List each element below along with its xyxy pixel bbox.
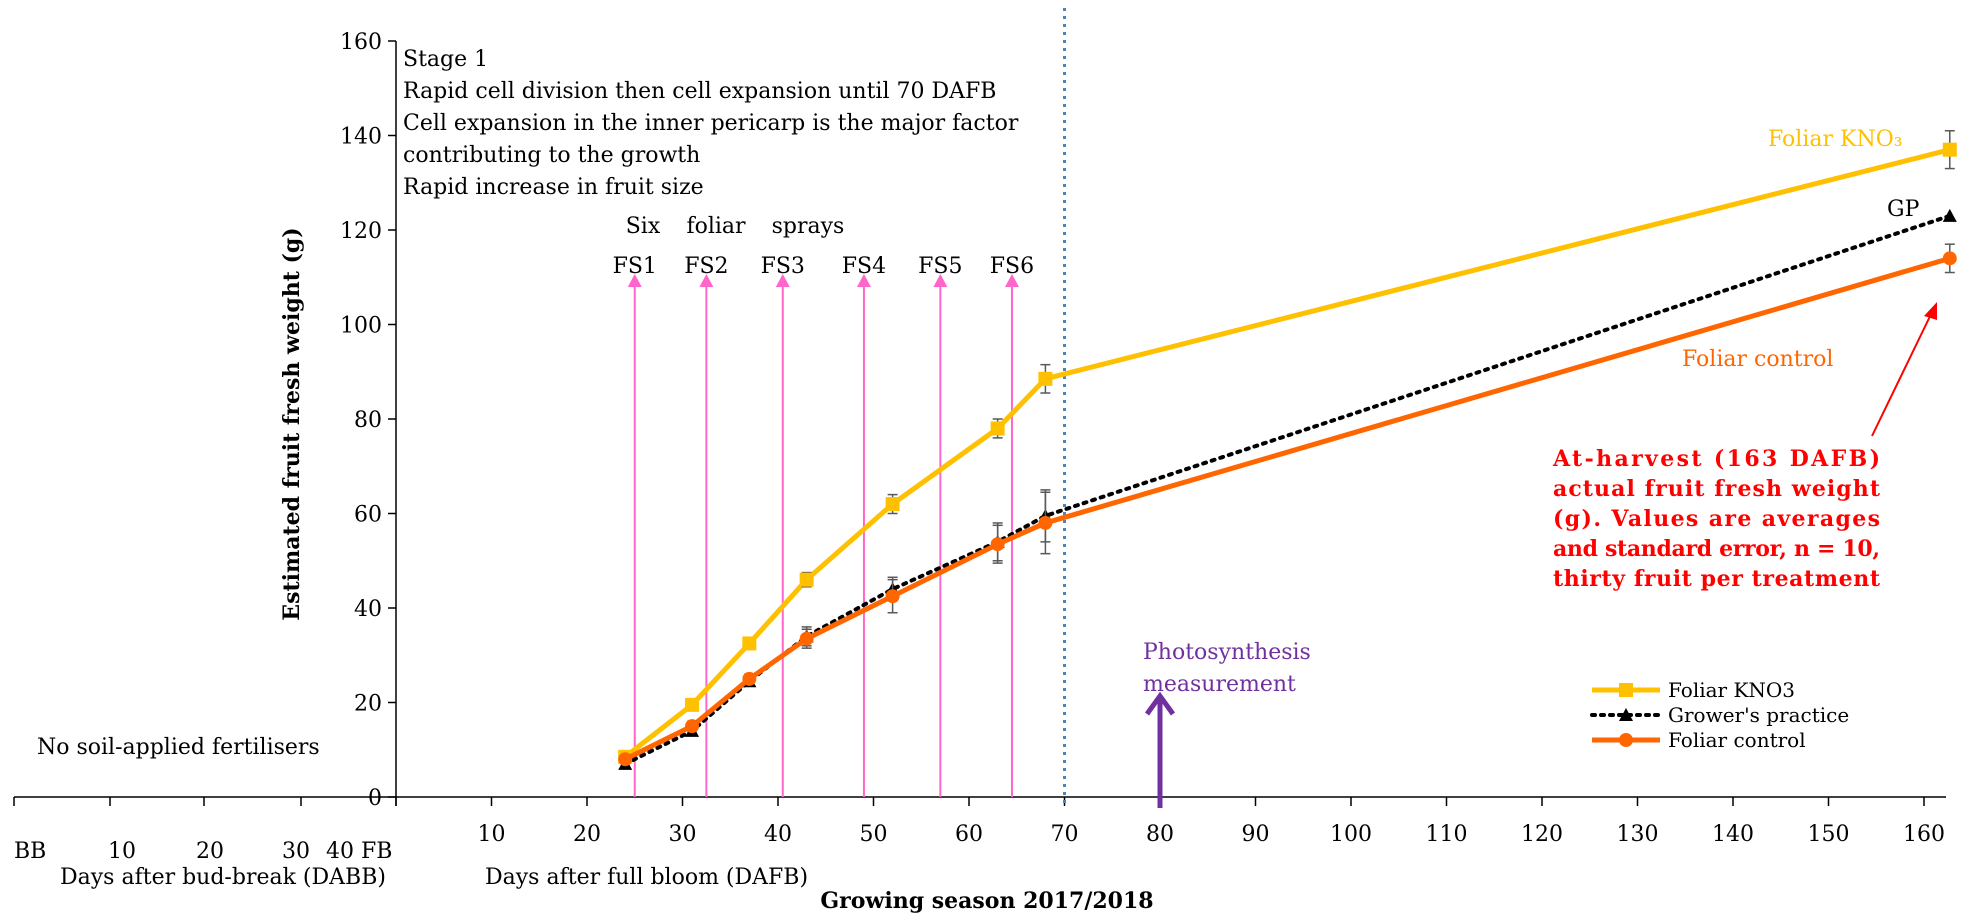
foliar-control-label: Foliar control — [1682, 347, 1833, 372]
stage-text-line: Rapid cell division then cell expansion … — [403, 79, 996, 104]
harvest-note-line: and standard error, n = 10, — [1553, 536, 1880, 562]
series-layer — [618, 130, 1957, 770]
spray-arrowhead — [699, 274, 714, 287]
data-point — [1038, 515, 1053, 530]
y-tick-label: 160 — [340, 30, 382, 55]
legend-marker — [1619, 708, 1633, 721]
y-tick-label: 120 — [340, 219, 382, 244]
stage-text-line: Stage 1 — [403, 47, 488, 72]
x-tick-label: 50 — [860, 822, 888, 847]
dabb-tick-label: 40 FB — [326, 839, 392, 864]
x-tick-label: 140 — [1712, 822, 1754, 847]
legend-label: Foliar KNO3 — [1668, 678, 1795, 702]
spray-heading-word: Six — [626, 214, 661, 239]
data-point — [685, 719, 700, 734]
harvest-note-line: At-harvest (163 DAFB) — [1552, 446, 1880, 472]
x-tick-label: 90 — [1242, 822, 1270, 847]
x-tick-label: 10 — [478, 822, 506, 847]
spray-label: FS4 — [842, 254, 886, 279]
data-point — [799, 572, 814, 587]
legend-marker — [1619, 683, 1633, 697]
harvest-pointer-line — [1871, 307, 1935, 437]
x-tick-label: 80 — [1146, 822, 1174, 847]
x-tick-label: 20 — [573, 822, 601, 847]
data-point — [990, 421, 1005, 436]
dabb-tick-label: 10 — [108, 839, 136, 864]
data-point — [742, 636, 757, 651]
data-point — [1942, 251, 1957, 266]
x-tick-label: 150 — [1808, 822, 1850, 847]
y-tick-label: 80 — [354, 408, 382, 433]
dabb-tick-label: 20 — [196, 839, 224, 864]
spray-arrowhead — [1004, 274, 1019, 287]
dabb-tick-label: 30 — [282, 839, 310, 864]
photosynthesis-arrowhead — [1144, 691, 1176, 716]
y-tick-label: 100 — [340, 314, 382, 339]
gp-label: GP — [1887, 197, 1920, 222]
axes-layer: 0 20 40 60 80 100 120 140 160 10 20 30 40 50 60 70 80 90 1… — [13, 8, 1946, 914]
data-point — [1942, 208, 1957, 222]
data-point — [1942, 142, 1957, 157]
dabb-tick-label: BB — [14, 839, 46, 864]
x-tick-label: 60 — [955, 822, 983, 847]
spray-label: FS3 — [761, 254, 805, 279]
harvest-note-line: actual fruit fresh weight — [1553, 476, 1881, 502]
harvest-pointer-arrowhead — [1924, 302, 1937, 320]
data-point — [799, 631, 814, 646]
spray-arrowhead — [775, 274, 790, 287]
series-line — [623, 147, 1951, 759]
spray-label: FS6 — [990, 254, 1034, 279]
stage-text-line: Rapid increase in fruit size — [403, 175, 704, 200]
data-point — [1038, 371, 1053, 386]
x-tick-label: 120 — [1521, 822, 1563, 847]
data-point — [990, 537, 1005, 552]
x-axis-label: Days after full bloom (DAFB) — [485, 865, 808, 890]
x-tick-label: 100 — [1330, 822, 1372, 847]
annotation-layer: Stage 1 Rapid cell division then cell exp… — [37, 47, 1937, 808]
spray-label: FS1 — [613, 254, 657, 279]
harvest-note-line: thirty fruit per treatment — [1553, 566, 1881, 592]
spray-heading-word: sprays — [772, 214, 845, 239]
spray-label: FS5 — [918, 254, 962, 279]
spray-arrowhead — [856, 274, 871, 287]
stage-text-line: Cell expansion in the inner pericarp is … — [403, 111, 1019, 136]
photosynthesis-label: measurement — [1143, 672, 1296, 697]
series-line — [623, 213, 1952, 766]
spray-label: FS2 — [684, 254, 728, 279]
y-axis-label: Estimated fruit fresh weight (g) — [279, 227, 305, 620]
y-tick-label: 140 — [340, 125, 382, 150]
spray-heading-word: foliar — [686, 214, 746, 239]
x-tick-label: 110 — [1426, 822, 1468, 847]
data-point — [685, 697, 700, 712]
stage-text-line: contributing to the growth — [403, 143, 700, 168]
y-tick-label: 0 — [368, 786, 382, 811]
spray-markers: FS1 FS2 FS3 FS4 FS5 FS6 Six foliar sprays — [613, 214, 1034, 797]
y-tick-label: 40 — [354, 597, 382, 622]
legend-label: Grower's practice — [1668, 703, 1849, 727]
legend-label: Foliar control — [1668, 728, 1806, 752]
legend-marker — [1619, 733, 1633, 747]
x-tick-label: 40 — [764, 822, 792, 847]
spray-arrowhead — [933, 274, 948, 287]
data-point — [742, 671, 757, 686]
foliar-kno3-label: Foliar KNO₃ — [1768, 127, 1903, 152]
y-tick-label: 20 — [354, 692, 382, 717]
data-point — [618, 752, 633, 767]
season-label: Growing season 2017/2018 — [820, 888, 1153, 914]
data-point — [885, 497, 900, 512]
dabb-axis-label: Days after bud-break (DABB) — [60, 865, 386, 890]
no-soil-note: No soil-applied fertilisers — [37, 735, 320, 760]
photosynthesis-label: Photosynthesis — [1143, 640, 1311, 665]
spray-arrowhead — [627, 274, 642, 287]
data-point — [885, 589, 900, 604]
x-tick-label: 70 — [1051, 822, 1079, 847]
x-tick-label: 130 — [1617, 822, 1659, 847]
series-line — [624, 255, 1951, 762]
x-tick-label: 160 — [1903, 822, 1945, 847]
x-tick-label: 30 — [669, 822, 697, 847]
y-tick-label: 60 — [354, 503, 382, 528]
harvest-note-line: (g). Values are averages — [1553, 506, 1880, 532]
